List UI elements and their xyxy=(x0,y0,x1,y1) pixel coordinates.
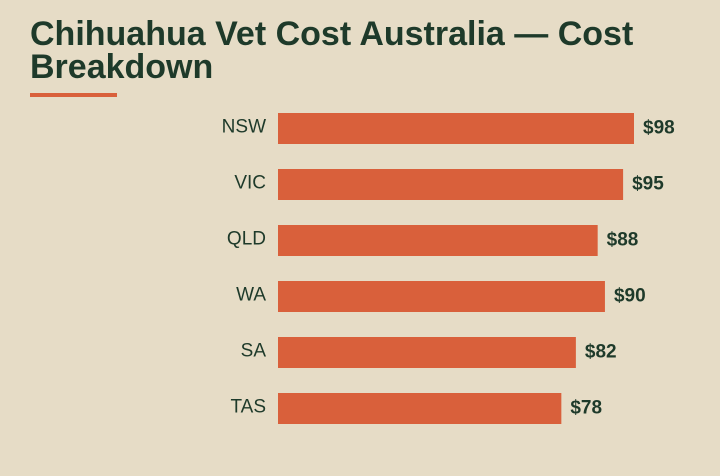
value-label: $88 xyxy=(607,230,639,251)
bar xyxy=(278,281,605,312)
bar xyxy=(278,225,598,256)
category-label: NSW xyxy=(222,117,266,138)
category-label: WA xyxy=(236,285,266,306)
title-underline xyxy=(30,93,117,97)
category-label: QLD xyxy=(227,229,266,250)
bar xyxy=(278,113,634,144)
value-label: $98 xyxy=(643,118,675,139)
bar xyxy=(278,393,562,424)
bar xyxy=(278,169,624,200)
category-label: SA xyxy=(241,341,267,362)
chart-title: Chihuahua Vet Cost Australia — Cost Brea… xyxy=(30,15,634,86)
value-label: $82 xyxy=(585,342,617,363)
category-label: TAS xyxy=(230,397,266,418)
value-label: $95 xyxy=(632,174,664,195)
bar xyxy=(278,337,576,368)
value-label: $78 xyxy=(570,398,602,419)
value-label: $90 xyxy=(614,286,646,307)
category-label: VIC xyxy=(234,173,266,194)
